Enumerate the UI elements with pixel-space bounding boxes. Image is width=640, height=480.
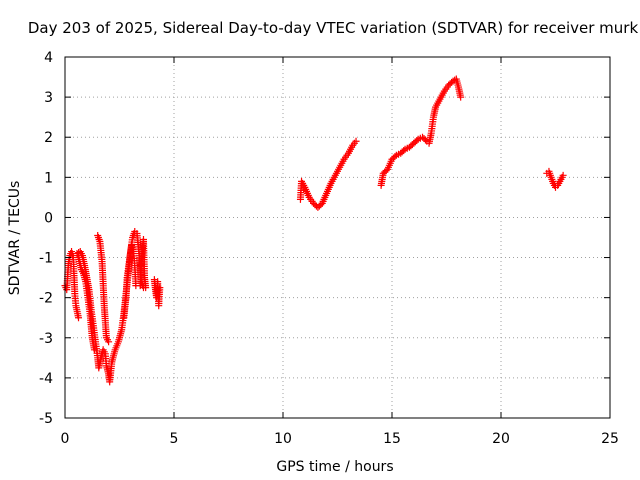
y-tick-label: -4	[39, 371, 53, 387]
y-tick-label: -3	[39, 331, 53, 347]
plot-frame	[64, 56, 611, 419]
data-point	[75, 314, 83, 322]
x-tick-label: 15	[383, 431, 401, 447]
chart-title: Day 203 of 2025, Sidereal Day-to-day VTE…	[28, 19, 639, 37]
data-point	[457, 93, 465, 101]
x-tick-label: 5	[170, 431, 179, 447]
data-point	[156, 284, 164, 292]
data-points	[61, 75, 567, 386]
y-axis-label: SDTVAR / TECUs	[7, 181, 23, 296]
y-tick-label: 0	[44, 210, 53, 226]
y-tick-label: -2	[39, 291, 53, 307]
y-tick-label: 4	[44, 50, 53, 66]
x-axis-label: GPS time / hours	[276, 459, 393, 475]
data-point	[391, 153, 399, 161]
y-tick-label: 1	[44, 170, 53, 186]
x-tick-label: 20	[492, 431, 510, 447]
data-point	[90, 346, 98, 354]
data-point	[400, 147, 408, 155]
y-tick-label: 2	[44, 130, 53, 146]
data-point	[559, 171, 567, 179]
data-point	[421, 136, 429, 144]
axis-ticks: 0 5 10 15 20 25 -5 -4 -3 -2 -1 0 1 2 3 4	[39, 50, 619, 447]
data-point	[413, 137, 421, 145]
data-point	[105, 338, 113, 346]
y-tick-label: 3	[44, 90, 53, 106]
x-tick-label: 0	[61, 431, 70, 447]
data-point	[352, 137, 360, 145]
y-tick-label: -5	[39, 411, 53, 427]
grid	[65, 57, 610, 418]
x-tick-label: 25	[601, 431, 619, 447]
x-tick-label: 10	[274, 431, 292, 447]
y-tick-label: -1	[39, 251, 53, 267]
data-point	[142, 284, 150, 292]
